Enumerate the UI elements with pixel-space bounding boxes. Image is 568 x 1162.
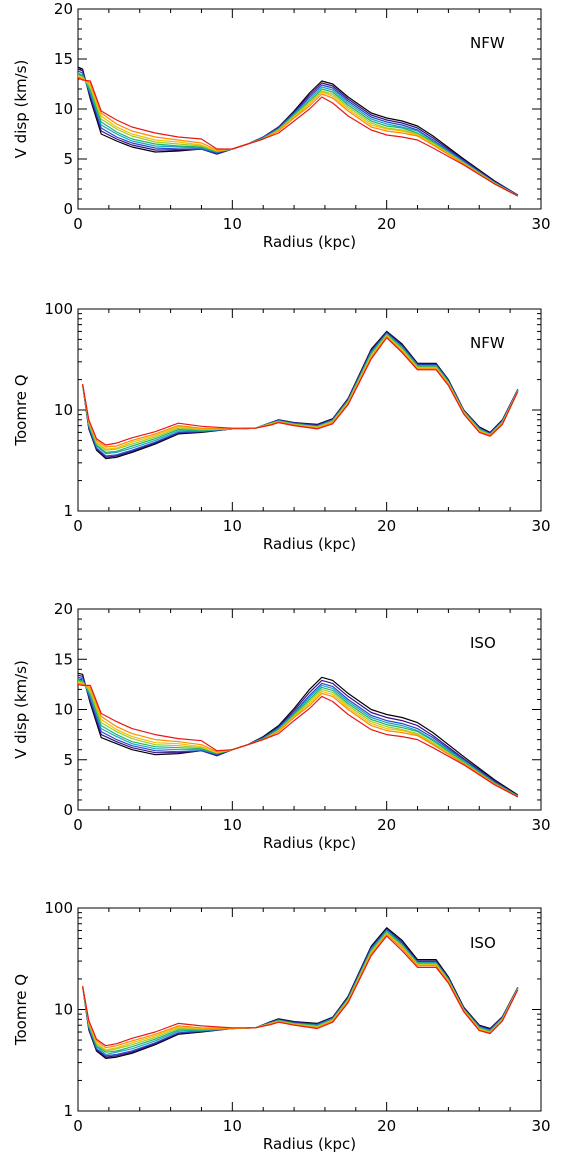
x-tick-label: 10 [223,1117,242,1135]
y-tick-label: 5 [63,150,73,168]
y-tick-label: 1 [63,1102,73,1120]
series-line [77,678,519,797]
x-tick-label: 30 [531,215,550,233]
panel-annotation: NFW [470,334,505,352]
series-line [82,935,519,1047]
y-axis-label: V disp (km/s) [12,660,30,759]
x-tick-label: 30 [531,1117,550,1135]
x-tick-label: 20 [377,816,396,834]
x-axis-label: Radius (kpc) [263,233,356,251]
x-axis-label: Radius (kpc) [263,1135,356,1153]
x-tick-label: 0 [73,215,83,233]
series-line [77,679,519,797]
y-tick-label: 15 [54,650,73,668]
series-line [77,66,519,196]
x-tick-label: 0 [73,816,83,834]
y-tick-label: 10 [54,1001,73,1019]
panel-3: 0 10 20 30 0 5 10 15 20 Radius (kpc) V disp (km/s)… [12,600,551,852]
y-tick-label: 20 [54,0,73,18]
series-line [77,74,519,197]
x-tick-label: 0 [73,517,83,535]
y-tick-label: 10 [54,701,73,719]
panel-annotation: ISO [470,934,496,952]
series-line [77,70,519,196]
series-line [77,73,519,197]
x-tick-label: 20 [377,1117,396,1135]
y-tick-label: 10 [54,401,73,419]
y-axis-label: Toomre Q [12,374,30,446]
panel-annotation: ISO [470,634,496,652]
x-axis-label: Radius (kpc) [263,535,356,553]
panel-annotation: NFW [470,34,505,52]
panel-2: 0 10 20 30 1 10 100 Radius (kpc) Toomre Q NFW [12,300,551,553]
x-tick-label: 0 [73,1117,83,1135]
x-axis-label: Radius (kpc) [263,834,356,852]
y-tick-label: 15 [54,50,73,68]
y-axis-label: V disp (km/s) [12,60,30,159]
series-line [77,672,519,796]
series-line [77,674,519,797]
series-line [77,683,519,798]
series-line [77,77,519,197]
y-tick-label: 1 [63,502,73,520]
panel-4: 0 10 20 30 1 10 100 Radius (kpc) Toomre Q ISO [12,899,551,1153]
y-tick-label: 0 [63,200,73,218]
series-line [82,337,519,446]
y-tick-label: 5 [63,751,73,769]
y-tick-label: 100 [44,300,73,318]
x-tick-label: 20 [377,215,396,233]
x-tick-label: 30 [531,816,550,834]
x-tick-label: 10 [223,215,242,233]
panel-1: 0 10 20 30 0 5 10 15 20 Radius (kpc) V disp (km/s)… [12,0,551,251]
series-line [77,682,519,798]
x-tick-label: 30 [531,517,550,535]
x-tick-label: 10 [223,517,242,535]
y-tick-label: 0 [63,801,73,819]
series-line [82,927,519,1060]
series-line [77,76,519,197]
series-line [77,75,519,197]
y-axis-label: Toomre Q [12,974,30,1046]
y-tick-label: 10 [54,100,73,118]
series-line [77,676,519,797]
series-line [77,68,519,196]
series-line [82,331,519,458]
x-tick-label: 20 [377,517,396,535]
y-tick-label: 20 [54,600,73,618]
y-tick-label: 100 [44,899,73,917]
series-line [77,681,519,798]
x-tick-label: 10 [223,816,242,834]
